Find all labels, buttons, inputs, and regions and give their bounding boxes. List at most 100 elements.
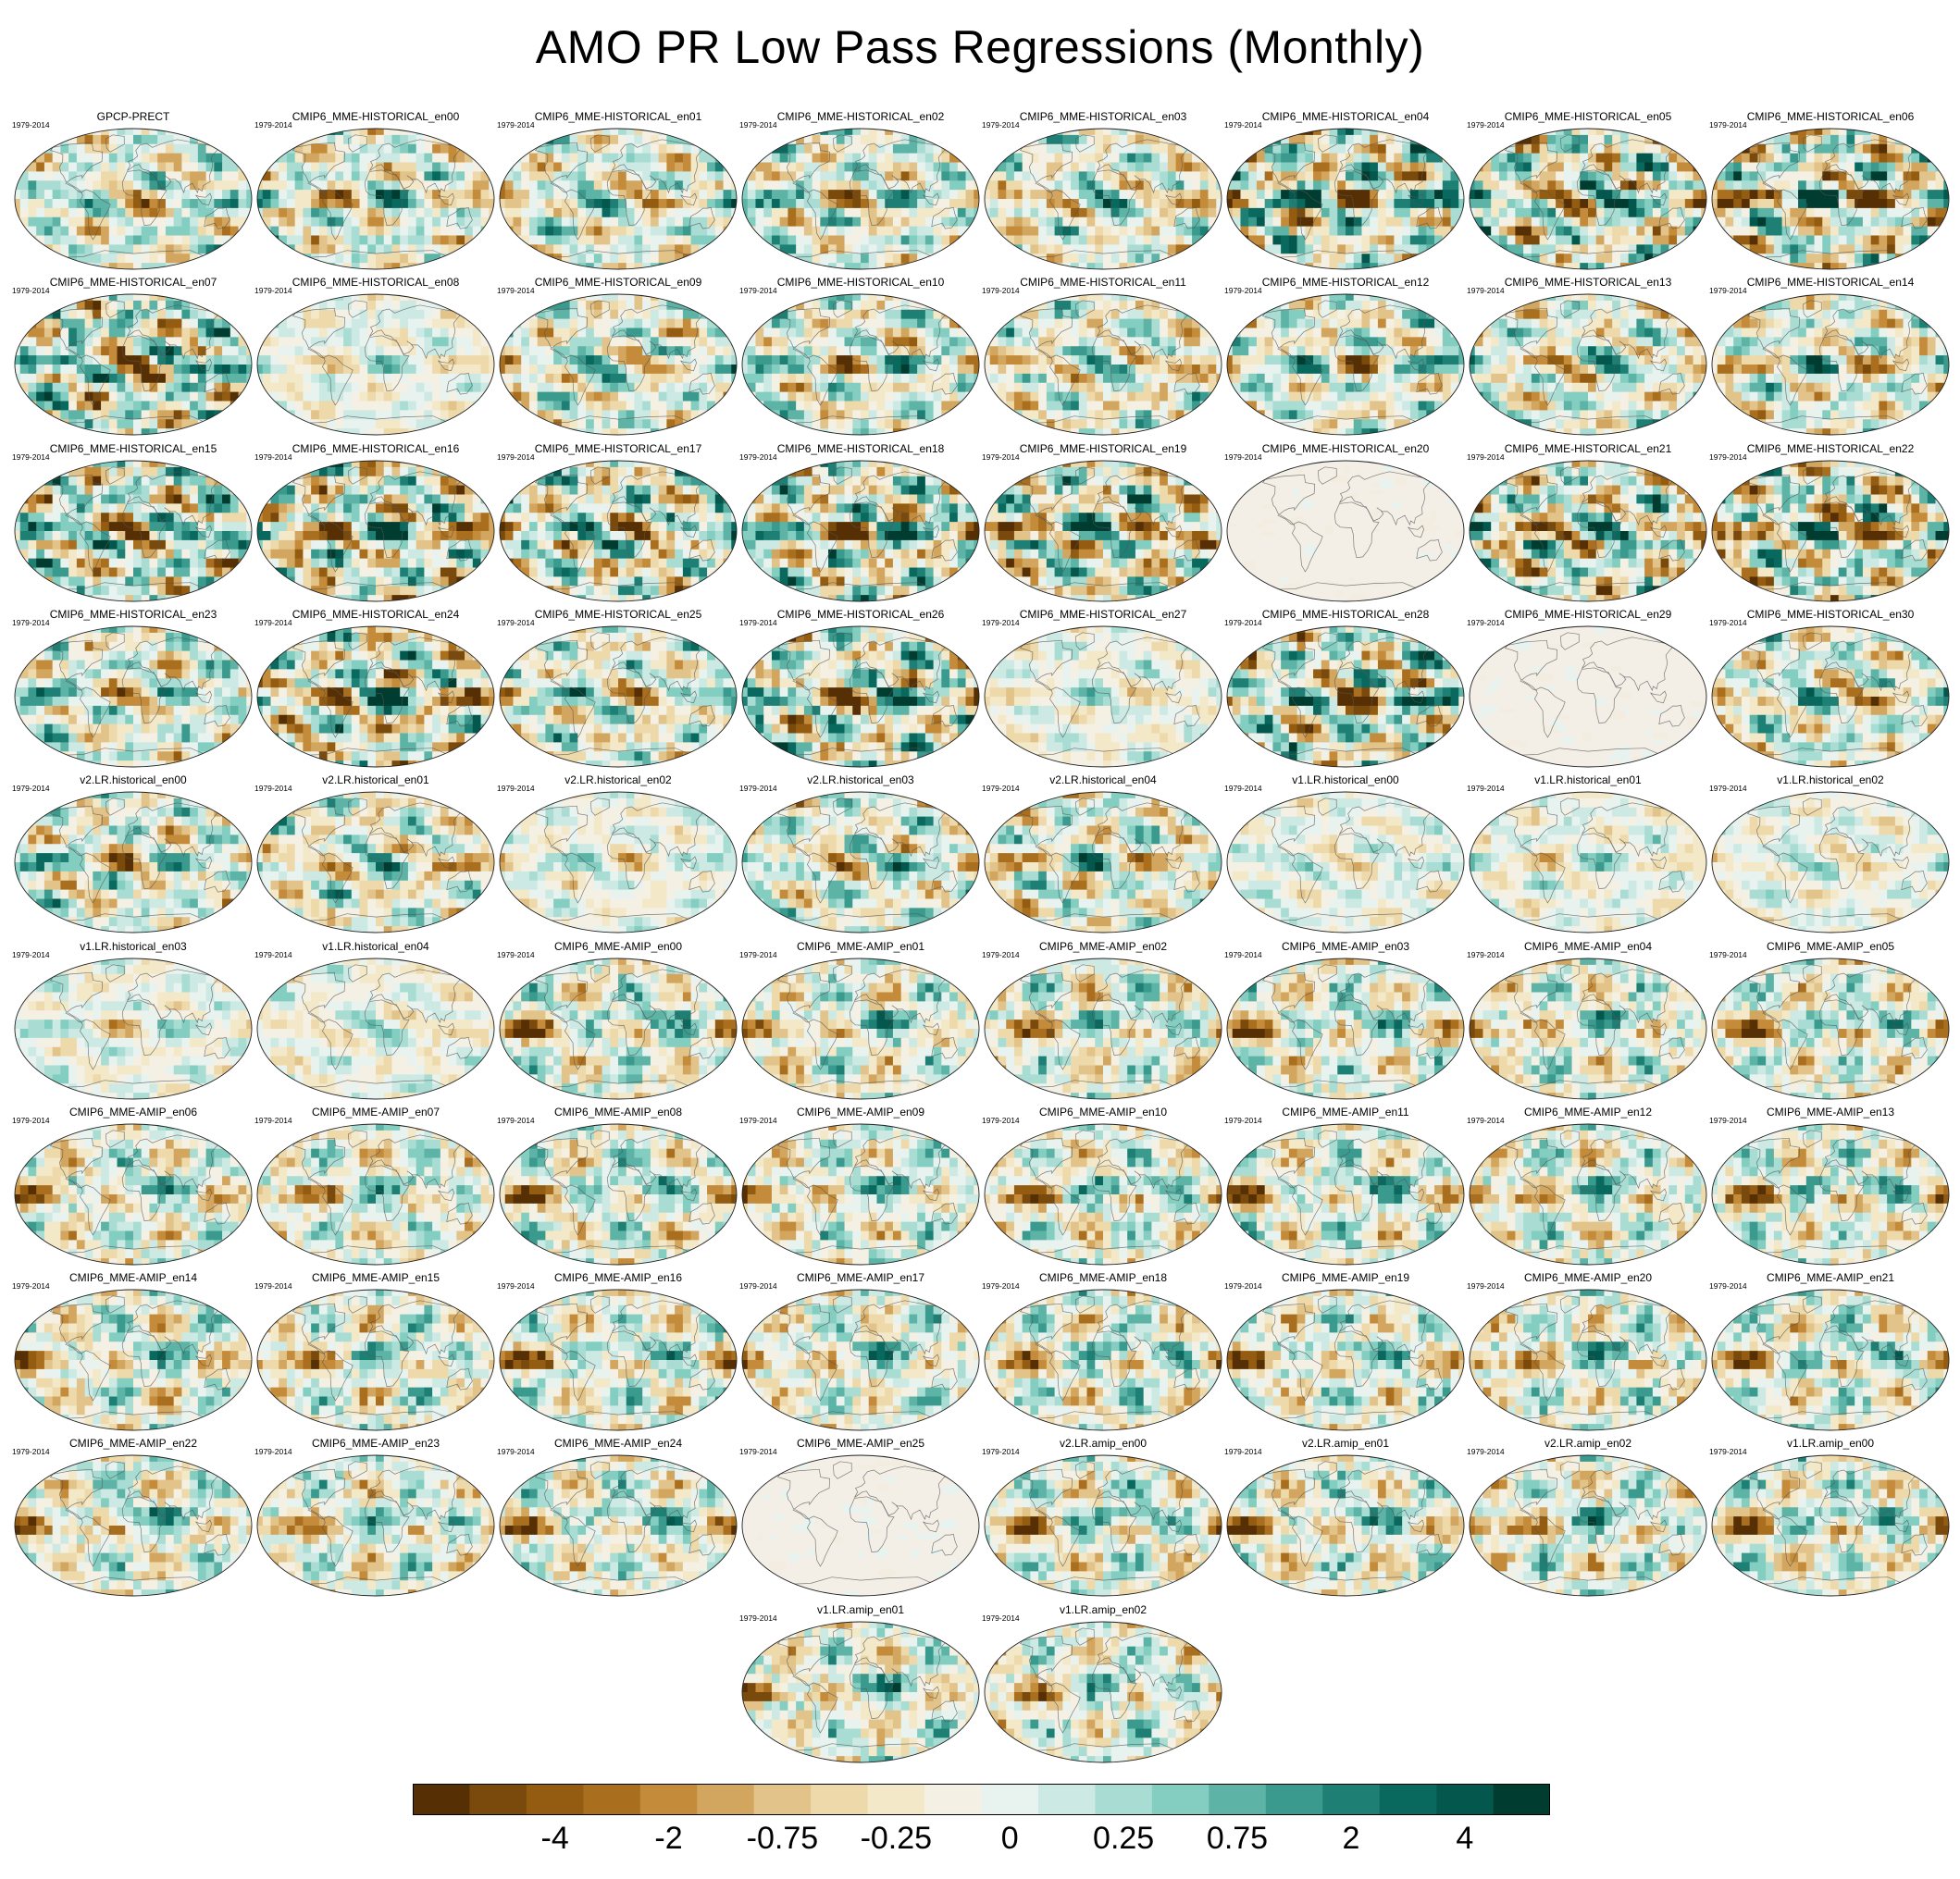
- panel-period: 1979-2014: [1224, 1281, 1262, 1291]
- panel-period: 1979-2014: [254, 120, 292, 130]
- coastline: [534, 1461, 715, 1597]
- panel-title: CMIP6_MME-AMIP_en09: [739, 1106, 982, 1119]
- map-border: [499, 460, 738, 602]
- coastline: [776, 963, 958, 1099]
- panel-title: CMIP6_MME-HISTORICAL_en14: [1709, 276, 1952, 289]
- regression-map: [1711, 1123, 1950, 1266]
- coastline: [1261, 134, 1443, 269]
- regression-map: [1469, 293, 1707, 436]
- panel-title: CMIP6_MME-HISTORICAL_en24: [254, 608, 497, 621]
- regression-map: [256, 625, 495, 768]
- panel-period: 1979-2014: [1709, 618, 1747, 627]
- map-panel: CMIP6_MME-HISTORICAL_en13 1979-2014: [1467, 276, 1709, 438]
- colorbar-swatch: [413, 1784, 470, 1815]
- coastline: [49, 300, 230, 436]
- panel-title: CMIP6_MME-AMIP_en08: [497, 1106, 739, 1119]
- panel-period: 1979-2014: [1709, 1281, 1747, 1291]
- regression-map: [1711, 293, 1950, 436]
- map-border: [984, 293, 1222, 436]
- panel-period: 1979-2014: [12, 1281, 50, 1291]
- map-panel: CMIP6_MME-AMIP_en07 1979-2014: [254, 1106, 497, 1267]
- panel-title: CMIP6_MME-HISTORICAL_en28: [1224, 608, 1467, 621]
- map-panel: v2.LR.historical_en02 1979-2014: [497, 773, 739, 935]
- regression-map: [499, 460, 738, 602]
- map-border: [1226, 1123, 1465, 1266]
- regression-map: [499, 625, 738, 768]
- coastline: [1746, 632, 1928, 767]
- map-panel: v2.LR.historical_en01 1979-2014: [254, 773, 497, 935]
- panel-title: CMIP6_MME-HISTORICAL_en19: [982, 442, 1224, 455]
- map-panel: v1.LR.historical_en01 1979-2014: [1467, 773, 1709, 935]
- panel-title: v1.LR.amip_en01: [739, 1603, 982, 1616]
- coastline: [1019, 1461, 1200, 1597]
- regression-map: [256, 791, 495, 933]
- regression-map: [1711, 791, 1950, 933]
- colorbar-tick-label: 0: [1001, 1821, 1019, 1857]
- regression-map: [741, 1123, 980, 1266]
- map-panel: CMIP6_MME-AMIP_en18 1979-2014: [982, 1271, 1224, 1433]
- map-border: [741, 293, 980, 436]
- panel-title: CMIP6_MME-HISTORICAL_en29: [1467, 608, 1709, 621]
- colorbar-swatch: [1265, 1784, 1323, 1815]
- map-panel: v2.LR.amip_en00 1979-2014: [982, 1437, 1224, 1599]
- regression-map: [1226, 128, 1465, 270]
- regression-map: [499, 791, 738, 933]
- map-panel: v2.LR.historical_en03 1979-2014: [739, 773, 982, 935]
- colorbar-tick-label: -0.25: [861, 1821, 933, 1857]
- panel-title: CMIP6_MME-AMIP_en23: [254, 1437, 497, 1450]
- panel-period: 1979-2014: [1467, 1447, 1505, 1456]
- colorbar-swatch: [697, 1784, 754, 1815]
- map-panel: CMIP6_MME-AMIP_en23 1979-2014: [254, 1437, 497, 1599]
- panel-period: 1979-2014: [254, 950, 292, 959]
- regression-map: [984, 625, 1222, 768]
- regression-map: [1469, 958, 1707, 1099]
- panel-period: 1979-2014: [12, 784, 50, 793]
- panel-period: 1979-2014: [1224, 950, 1262, 959]
- panel-title: CMIP6_MME-AMIP_en20: [1467, 1271, 1709, 1284]
- map-border: [14, 1123, 253, 1266]
- map-panel: v1.LR.historical_en04 1979-2014: [254, 940, 497, 1102]
- panel-period: 1979-2014: [982, 1116, 1020, 1125]
- map-border: [1711, 128, 1950, 270]
- panel-period: 1979-2014: [497, 950, 535, 959]
- regression-map: [1711, 1289, 1950, 1431]
- map-panel: CMIP6_MME-AMIP_en00 1979-2014: [497, 940, 739, 1102]
- panel-title: CMIP6_MME-HISTORICAL_en26: [739, 608, 982, 621]
- panel-period: 1979-2014: [982, 1281, 1020, 1291]
- regression-map: [14, 791, 253, 933]
- map-panel: CMIP6_MME-HISTORICAL_en01 1979-2014: [497, 110, 739, 272]
- panel-period: 1979-2014: [254, 1281, 292, 1291]
- map-border: [14, 625, 253, 768]
- panel-period: 1979-2014: [1224, 1447, 1262, 1456]
- regression-map: [14, 460, 253, 602]
- regression-map: [1711, 128, 1950, 270]
- regression-map: [984, 460, 1222, 602]
- panel-title: CMIP6_MME-HISTORICAL_en05: [1467, 110, 1709, 123]
- coastline: [1504, 797, 1685, 933]
- map-panel: CMIP6_MME-AMIP_en25 1979-2014: [739, 1437, 982, 1599]
- map-panel: CMIP6_MME-HISTORICAL_en00 1979-2014: [254, 110, 497, 272]
- panel-period: 1979-2014: [497, 1447, 535, 1456]
- map-panel: CMIP6_MME-AMIP_en06 1979-2014: [12, 1106, 254, 1267]
- panel-grid: GPCP-PRECT 1979-2014 CMIP6_MME-HISTORICAL_…: [12, 110, 1952, 1763]
- coastline: [1261, 797, 1443, 933]
- map-border: [1711, 293, 1950, 436]
- colorbar-swatch: [981, 1784, 1039, 1815]
- coastline: [292, 963, 473, 1099]
- map-border: [1711, 1123, 1950, 1266]
- panel-period: 1979-2014: [1224, 286, 1262, 295]
- panel-period: 1979-2014: [739, 1447, 777, 1456]
- map-border: [256, 460, 495, 602]
- panel-period: 1979-2014: [1467, 120, 1505, 130]
- regression-map: [1711, 625, 1950, 768]
- map-border: [256, 1289, 495, 1431]
- map-panel: v2.LR.amip_en02 1979-2014: [1467, 1437, 1709, 1599]
- map-border: [14, 1289, 253, 1431]
- map-panel: CMIP6_MME-HISTORICAL_en22 1979-2014: [1709, 442, 1952, 604]
- panel-period: 1979-2014: [254, 618, 292, 627]
- map-panel: CMIP6_MME-AMIP_en12 1979-2014: [1467, 1106, 1709, 1267]
- map-panel: CMIP6_MME-HISTORICAL_en27 1979-2014: [982, 608, 1224, 770]
- coastline: [292, 632, 473, 767]
- panel-period: 1979-2014: [12, 1447, 50, 1456]
- panel-period: 1979-2014: [1224, 784, 1262, 793]
